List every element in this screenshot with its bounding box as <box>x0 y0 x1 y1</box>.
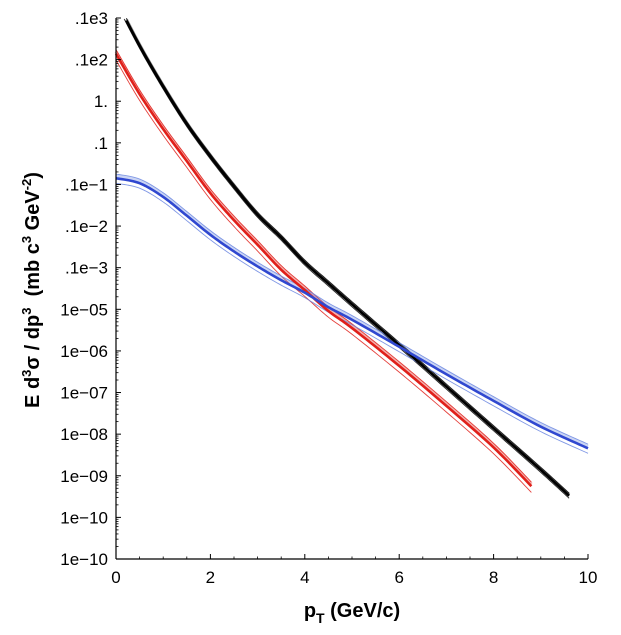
band-fill-black <box>124 18 571 496</box>
y-tick-label: 1e−07 <box>60 384 108 403</box>
series-line-blue <box>115 176 589 450</box>
x-tick-label: 8 <box>489 568 498 587</box>
series-line-black <box>125 20 570 497</box>
y-tick-label: .1e2 <box>75 51 108 70</box>
y-tick-label: 1e−10 <box>60 550 108 569</box>
band-fill-red <box>114 50 533 486</box>
x-tick-label: 6 <box>394 568 403 587</box>
y-tick-label: .1e−3 <box>65 259 108 278</box>
band-edge-black-upper <box>125 17 570 494</box>
ticks: .1e3 .1e2 1. .1 .1e−1 .1e−2 .1e−3 1e−05 1e−06 1e−… <box>60 9 597 587</box>
y-tick-label: .1e−1 <box>65 175 108 194</box>
band-edge-blue-upper <box>115 173 589 445</box>
y-tick-label: .1e3 <box>75 9 108 28</box>
x-tick-label: 2 <box>206 568 215 587</box>
series-lines <box>114 20 589 497</box>
y-tick-label: 1e−05 <box>60 300 108 319</box>
y-tick-label: .1e−2 <box>65 217 108 236</box>
x-tick-label: 4 <box>300 568 309 587</box>
x-tick-label: 10 <box>579 568 598 587</box>
series-line-red <box>114 53 533 488</box>
uncertainty-bands <box>114 17 589 499</box>
y-tick-label: 1e−06 <box>60 342 108 361</box>
y-tick-label: 1e−10 <box>60 508 108 527</box>
band-fill-blue <box>115 174 589 448</box>
x-axis-title: pT (GeV/c) <box>304 600 400 626</box>
band-edge-blue-lower <box>115 182 589 454</box>
band-edge-red-upper <box>115 49 532 483</box>
y-axis-title: E d3σ / dp3 (mb c3 GeV-2) <box>19 172 44 408</box>
y-tick-label: .1 <box>94 134 108 153</box>
y-tick-label: 1e−09 <box>60 467 108 486</box>
y-tick-label: 1e−08 <box>60 425 108 444</box>
x-tick-label: 0 <box>111 568 120 587</box>
band-edge-black-lower <box>123 18 570 499</box>
y-tick-label: 1. <box>94 92 108 111</box>
